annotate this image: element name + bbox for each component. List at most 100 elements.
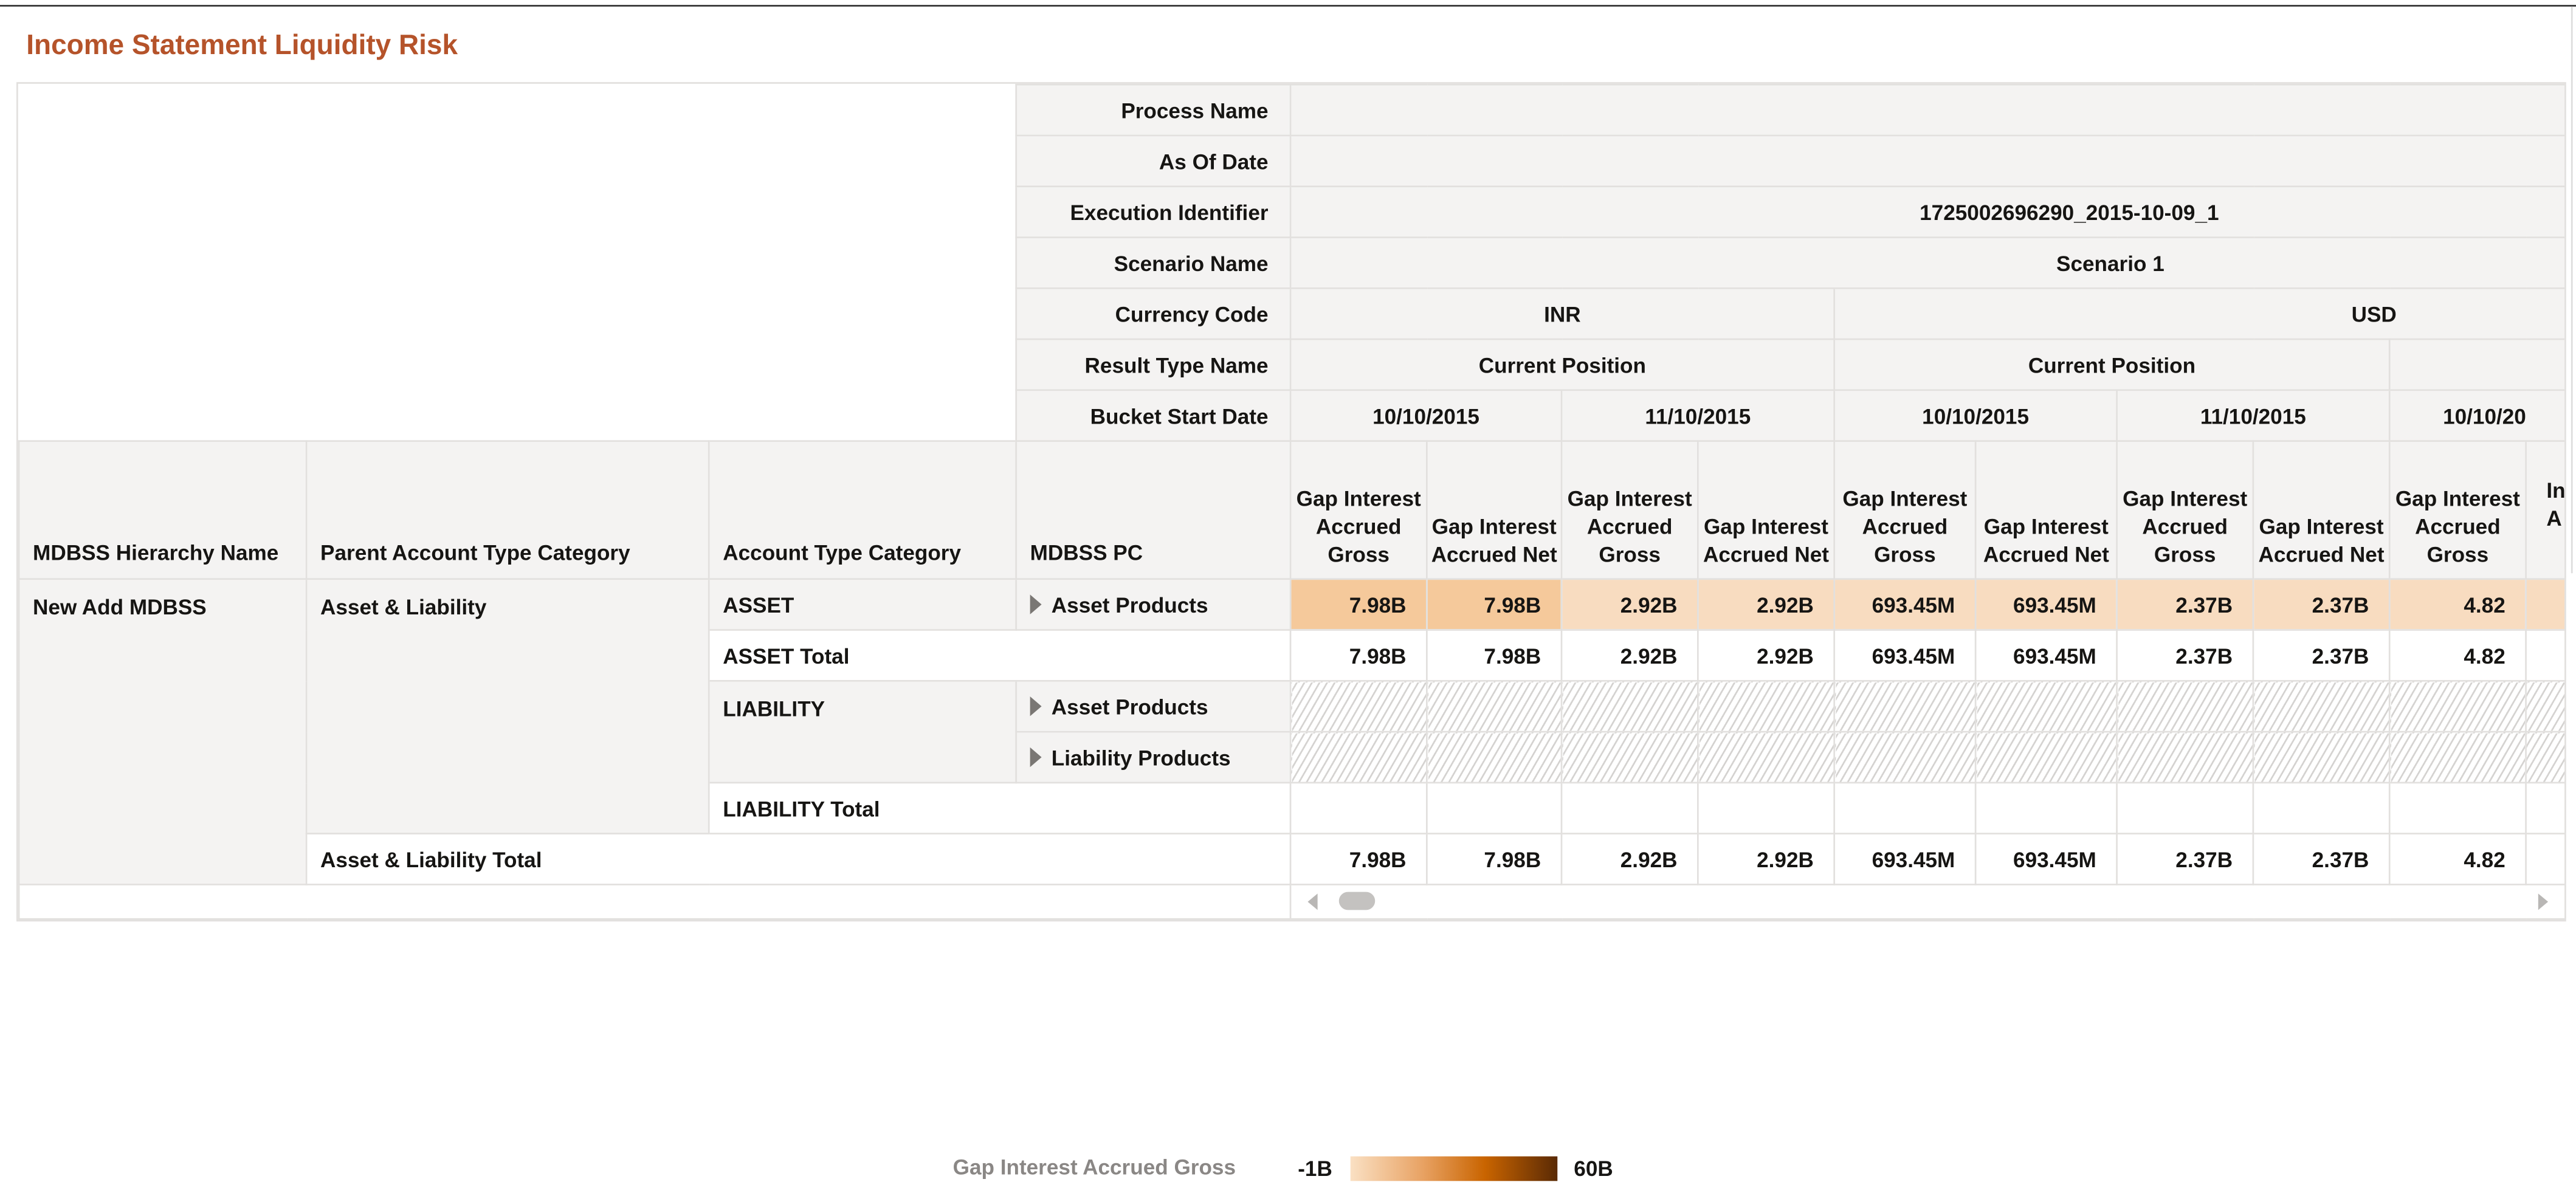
value-cell: 4.82: [2388, 578, 2527, 631]
col-header-mdbss-pc[interactable]: MDBSS PC: [1015, 440, 1292, 580]
asset-total-label: ASSET Total: [708, 629, 1292, 682]
value-cell: [2252, 730, 2391, 784]
value-cell: [2525, 679, 2565, 733]
col-header-parent-account-type[interactable]: Parent Account Type Category: [305, 440, 710, 580]
value-cell: [1289, 730, 1428, 784]
col-header-mdbss-hierarchy[interactable]: MDBSS Hierarchy Name: [18, 440, 308, 580]
measure-header[interactable]: Gap Interest Accrued Net: [1426, 440, 1563, 580]
value-cell: 2.92B: [1560, 578, 1699, 631]
mdbss-pc-asset-products[interactable]: Asset Products: [1015, 679, 1292, 733]
scrollbar-thumb[interactable]: [1338, 892, 1376, 910]
value-cell: [2388, 782, 2527, 835]
measure-header[interactable]: Gap Interest Accrued Net: [1696, 440, 1836, 580]
expand-triangle-icon[interactable]: [1030, 746, 1042, 766]
account-type-liability: LIABILITY: [708, 679, 1018, 784]
process-name-label: Process Name: [1015, 83, 1292, 137]
measure-header[interactable]: Gap Interest Accrued Gross: [1289, 440, 1428, 580]
value-cell: 693.45M: [1974, 578, 2118, 631]
value-cell: 2.92B: [1560, 629, 1699, 682]
value-cell: [2525, 730, 2565, 784]
value-cell: 2.37B: [2252, 833, 2391, 885]
value-cell: [1974, 730, 2118, 784]
legend-min: -1B: [1298, 1156, 1332, 1181]
execution-identifier-label: Execution Identifier: [1015, 185, 1292, 238]
value-cell: 693.45M: [1833, 629, 1977, 682]
value-cell: 7.98B: [1426, 578, 1563, 631]
expand-triangle-icon[interactable]: [1030, 594, 1042, 614]
scenario-name-label: Scenario Name: [1015, 236, 1292, 289]
value-cell: [1426, 679, 1563, 733]
account-type-asset: ASSET: [708, 578, 1018, 631]
bucket-date: 10/10/2015: [1289, 389, 1563, 442]
value-cell: [1426, 730, 1563, 784]
measure-header[interactable]: Gap Interest Accrued Gross: [2116, 440, 2254, 580]
legend-measure: Gap Interest Accrued Gross: [952, 1155, 1236, 1180]
bucket-date: 10/10/2015: [1833, 389, 2118, 442]
scroll-right-icon[interactable]: [2538, 893, 2549, 910]
value-cell: 693.45M: [1833, 833, 1977, 885]
value-cell: [1833, 782, 1977, 835]
page-title: Income Statement Liquidity Risk: [26, 29, 458, 61]
mdbss-pc-liability-products[interactable]: Liability Products: [1015, 730, 1292, 784]
measure-header[interactable]: In A: [2525, 440, 2565, 580]
value-cell: [2116, 679, 2254, 733]
result-type-label: Result Type Name: [1015, 338, 1292, 391]
bucket-date: 11/10/2015: [2116, 389, 2391, 442]
value-cell: 2.92B: [1696, 833, 1836, 885]
value-cell: [2252, 679, 2391, 733]
value-cell: 7.98B: [1426, 629, 1563, 682]
value-cell: [2116, 730, 2254, 784]
value-cell: [2388, 679, 2527, 733]
measure-header[interactable]: Gap Interest Accrued Net: [1974, 440, 2118, 580]
value-cell: [1833, 679, 1977, 733]
value-cell: [1974, 679, 2118, 733]
result-type-value: Current Position: [1289, 338, 1836, 391]
value-cell: [2252, 782, 2391, 835]
legend-max: 60B: [1574, 1156, 1613, 1181]
expand-triangle-icon[interactable]: [1030, 695, 1042, 716]
value-cell: [2525, 782, 2565, 835]
value-cell: 693.45M: [1833, 578, 1977, 631]
value-cell: [1696, 782, 1836, 835]
measure-header[interactable]: Gap Interest Accrued Gross: [1560, 440, 1699, 580]
grand-total-label: Asset & Liability Total: [305, 833, 1292, 885]
value-cell: [2525, 629, 2565, 682]
value-cell: 2.92B: [1696, 578, 1836, 631]
value-cell: [1974, 782, 2118, 835]
measure-header[interactable]: Gap Interest Accrued Net: [2252, 440, 2391, 580]
value-cell: [2525, 578, 2565, 631]
value-cell: 2.92B: [1696, 629, 1836, 682]
value-cell: 7.98B: [1289, 833, 1428, 885]
top-divider: [0, 5, 2576, 7]
mdbss-pc-label: Asset Products: [1051, 693, 1208, 719]
legend-gradient-bar: [1350, 1156, 1558, 1181]
parent-category-cell: Asset & Liability: [305, 578, 710, 835]
horizontal-scrollbar[interactable]: [1289, 884, 2565, 920]
value-cell: [1696, 679, 1836, 733]
pivot-table: Process Name As Of Date Execution Identi…: [16, 82, 2566, 922]
as-of-date-label: As Of Date: [1015, 134, 1292, 188]
value-cell: [1289, 782, 1428, 835]
result-type-value: [2388, 338, 2565, 391]
scroll-left-icon[interactable]: [1307, 893, 1318, 910]
value-cell: [1696, 730, 1836, 784]
value-cell: 7.98B: [1426, 833, 1563, 885]
liability-total-label: LIABILITY Total: [708, 782, 1292, 835]
bucket-date: 10/10/20: [2388, 389, 2565, 442]
value-cell: 2.37B: [2116, 578, 2254, 631]
currency-usd: USD: [1833, 287, 2565, 340]
measure-header[interactable]: Gap Interest Accrued Gross: [1833, 440, 1977, 580]
scroll-spacer: [18, 884, 1292, 920]
measure-header[interactable]: Gap Interest Accrued Gross: [2388, 440, 2527, 580]
col-header-account-type[interactable]: Account Type Category: [708, 440, 1018, 580]
value-cell: 4.82: [2388, 629, 2527, 682]
process-name-value: [1289, 83, 2565, 137]
mdbss-pc-asset-products[interactable]: Asset Products: [1015, 578, 1292, 631]
value-cell: 7.98B: [1289, 629, 1428, 682]
value-cell: 2.37B: [2116, 629, 2254, 682]
value-cell: 2.37B: [2252, 578, 2391, 631]
right-divider: [2571, 6, 2573, 574]
value-cell: [1833, 730, 1977, 784]
corner-blank: [19, 84, 1016, 441]
execution-identifier-value: 1725002696290_2015-10-09_1: [1289, 185, 2565, 238]
